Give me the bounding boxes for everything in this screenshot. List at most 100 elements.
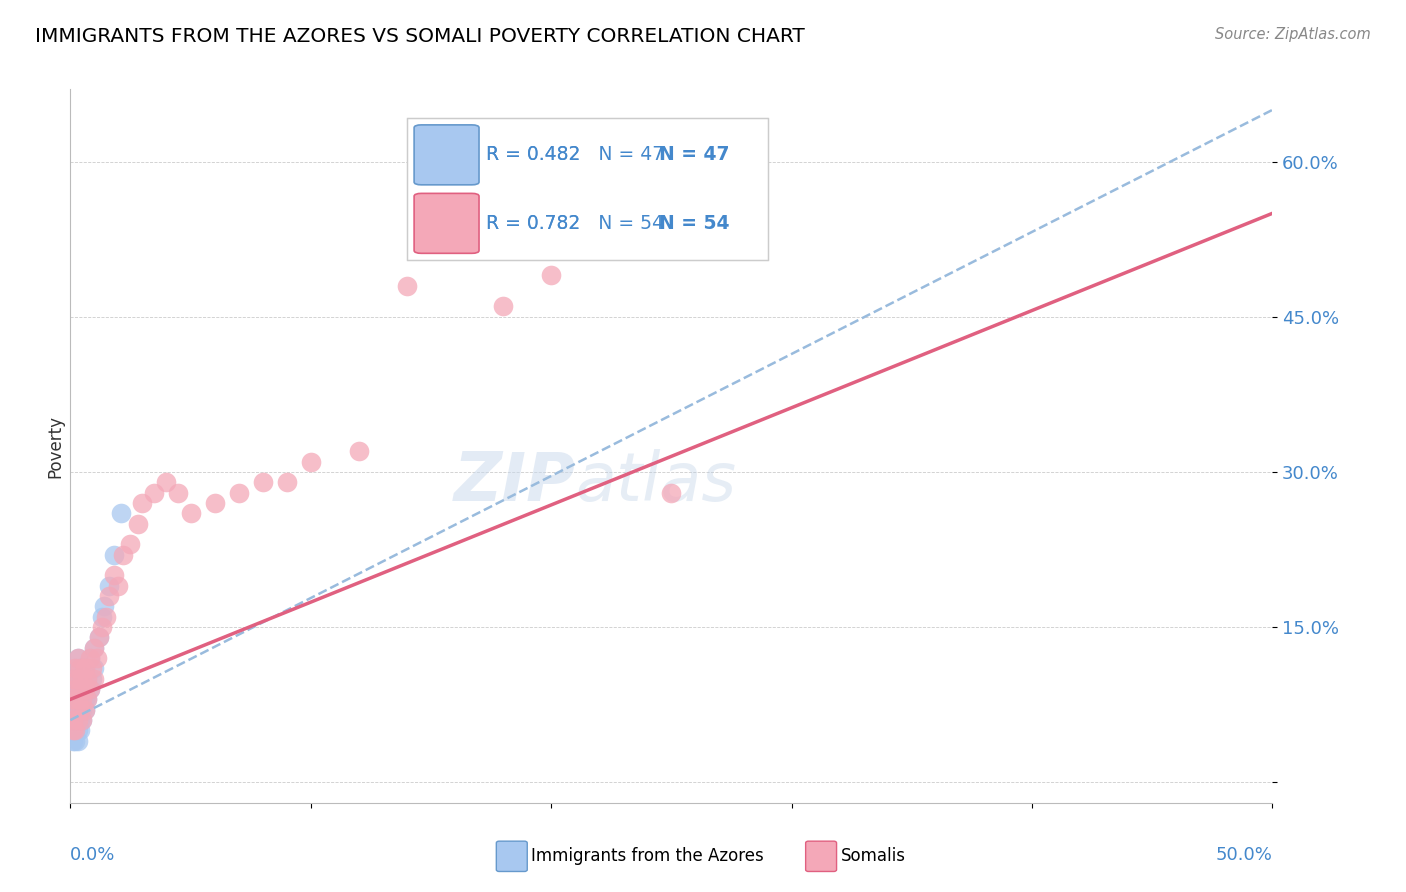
Point — [73, 661, 96, 675]
Point — [79, 651, 101, 665]
Point — [73, 692, 96, 706]
Text: Source: ZipAtlas.com: Source: ZipAtlas.com — [1215, 27, 1371, 42]
Point — [73, 703, 96, 717]
Point — [90, 609, 112, 624]
Point — [63, 692, 86, 706]
Point — [63, 703, 86, 717]
Point — [62, 723, 84, 738]
Point — [299, 454, 322, 468]
Text: Immigrants from the Azores: Immigrants from the Azores — [531, 847, 765, 865]
Point — [97, 589, 120, 603]
Point — [347, 444, 370, 458]
Point — [72, 681, 94, 696]
Point — [131, 496, 153, 510]
Point — [63, 723, 86, 738]
Point — [62, 672, 84, 686]
Point — [661, 485, 683, 500]
Point — [76, 672, 98, 686]
Point — [97, 579, 120, 593]
Point — [63, 703, 86, 717]
Point — [69, 681, 91, 696]
Point — [90, 620, 112, 634]
Point — [72, 713, 94, 727]
Text: IMMIGRANTS FROM THE AZORES VS SOMALI POVERTY CORRELATION CHART: IMMIGRANTS FROM THE AZORES VS SOMALI POV… — [35, 27, 804, 45]
Point — [89, 630, 111, 644]
Point — [492, 299, 515, 313]
Point — [72, 692, 94, 706]
Point — [76, 672, 98, 686]
Point — [89, 630, 111, 644]
Point — [62, 692, 84, 706]
Point — [180, 506, 202, 520]
Text: atlas: atlas — [575, 449, 737, 515]
Point — [69, 661, 91, 675]
Point — [72, 713, 94, 727]
Point — [63, 733, 86, 747]
Point — [80, 672, 103, 686]
Point — [73, 661, 96, 675]
Point — [66, 651, 89, 665]
Point — [73, 703, 96, 717]
Point — [76, 692, 98, 706]
Point — [76, 692, 98, 706]
Point — [83, 672, 105, 686]
Point — [62, 703, 84, 717]
Point — [107, 579, 129, 593]
Point — [252, 475, 274, 490]
Point — [63, 681, 86, 696]
Point — [228, 485, 250, 500]
Point — [66, 723, 89, 738]
Point — [540, 268, 562, 283]
Point — [204, 496, 226, 510]
Point — [143, 485, 166, 500]
Point — [66, 672, 89, 686]
Point — [69, 692, 91, 706]
Y-axis label: Poverty: Poverty — [46, 415, 65, 477]
Point — [69, 661, 91, 675]
Text: 0.0%: 0.0% — [70, 846, 115, 863]
Point — [72, 672, 94, 686]
Point — [63, 681, 86, 696]
Point — [86, 651, 108, 665]
Point — [63, 661, 86, 675]
Point — [69, 713, 91, 727]
Point — [66, 713, 89, 727]
Point — [79, 681, 101, 696]
Point — [62, 733, 84, 747]
Point — [79, 681, 101, 696]
Point — [62, 672, 84, 686]
Point — [93, 599, 115, 614]
Point — [69, 723, 91, 738]
Point — [66, 692, 89, 706]
Point — [112, 548, 135, 562]
Point — [167, 485, 190, 500]
Point — [96, 609, 118, 624]
Point — [276, 475, 298, 490]
Point — [155, 475, 177, 490]
Point — [83, 640, 105, 655]
Point — [66, 692, 89, 706]
Point — [69, 703, 91, 717]
Point — [83, 661, 105, 675]
Text: Somalis: Somalis — [841, 847, 905, 865]
Point — [395, 278, 418, 293]
Point — [103, 568, 125, 582]
Point — [72, 692, 94, 706]
Point — [66, 733, 89, 747]
Text: 50.0%: 50.0% — [1216, 846, 1272, 863]
Point — [62, 681, 84, 696]
Point — [79, 651, 101, 665]
Point — [69, 672, 91, 686]
Point — [420, 237, 443, 252]
Point — [127, 516, 149, 531]
Point — [110, 506, 132, 520]
Point — [66, 713, 89, 727]
Point — [63, 723, 86, 738]
Point — [72, 703, 94, 717]
Point — [63, 713, 86, 727]
Point — [62, 713, 84, 727]
Point — [73, 681, 96, 696]
Point — [66, 681, 89, 696]
Text: ZIP: ZIP — [453, 449, 575, 515]
Point — [72, 672, 94, 686]
